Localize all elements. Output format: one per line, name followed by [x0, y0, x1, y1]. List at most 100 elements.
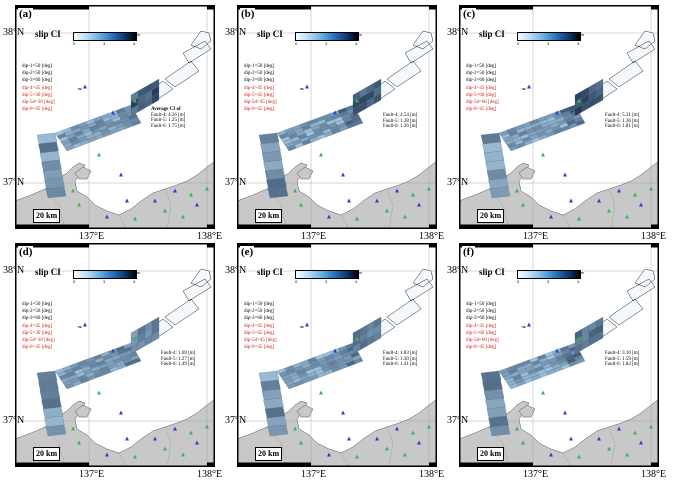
colorbar — [295, 32, 359, 41]
station-marker — [555, 110, 559, 115]
station-marker — [97, 390, 101, 395]
colorbar — [73, 32, 137, 41]
fault-slip-patches — [258, 78, 382, 199]
ci-line: Fault-5: 1.25 [m] — [151, 118, 186, 124]
station-marker — [97, 152, 101, 157]
dip-list: dip-1=50 [deg] dip-2=50 [deg] dip-3=60 [de… — [22, 301, 55, 351]
colorbar-title: slip CI — [35, 29, 61, 39]
ci-line: Fault-6: 1.81 [m] — [605, 124, 640, 130]
lat-label-top: 38°N — [3, 27, 25, 38]
dip-entry: dip-3=60 [deg] — [466, 78, 497, 84]
dip-entry: dip-6=45 [deg] — [466, 107, 497, 113]
dip-entry: dip-1=50 [deg] — [466, 64, 497, 69]
colorbar-tick: 4 — [133, 279, 136, 284]
station-marker — [347, 436, 351, 441]
ci-line: Fault-6: 1.82 [m] — [605, 362, 640, 368]
station-marker — [633, 430, 637, 435]
dip-entry: dip-4=45 [deg] — [466, 323, 497, 329]
ci-line: Fault-5: 1.36 [m] — [605, 118, 640, 124]
map-panel: (a) slip CI m 0 3 4 dip-1=50 [deg] dip-2=50 [de… — [3, 5, 222, 242]
scale-bar: 20 km — [477, 209, 505, 223]
map-panel: (c) slip CI m 0 3 4 dip-1=50 [deg] dip-2=50 [de… — [447, 5, 666, 242]
scale-bar: 20 km — [477, 447, 505, 461]
ci-line: Fault-4: 3.10 [m] — [605, 351, 640, 356]
dip-entry: dip-2=50 [deg] — [22, 309, 53, 315]
colorbar-tick: 0 — [517, 279, 520, 284]
ci-line: Fault-6: 1.49 [m] — [161, 362, 196, 368]
station-marker — [299, 440, 303, 445]
station-marker — [569, 436, 573, 441]
station-marker — [125, 198, 129, 203]
dip-entry: dip-6=45 [deg] — [244, 107, 275, 113]
colorbar-unit: m — [359, 32, 363, 37]
ci-summary: Fault-4: 1.69 [m] Fault-5: 1.27 [m] Fault-… — [161, 351, 196, 368]
map-panel: (d) slip CI m 0 3 4 dip-1=50 [deg] dip-2=50 [de… — [3, 243, 222, 480]
station-marker — [105, 214, 109, 219]
map-panel: (b) slip CI m 0 3 4 dip-1=50 [deg] dip-2=50 [de… — [225, 5, 444, 242]
ci-summary: Fault-4: 4.54 [m] Fault-5: 1.28 [m] Fault-… — [383, 113, 418, 130]
ci-line: Fault-6: 1.75 [m] — [151, 123, 186, 129]
map-panel: (e) slip CI m 0 3 4 dip-1=50 [deg] dip-2=50 [de… — [225, 243, 444, 480]
ci-line: Fault-5: 1.28 [m] — [383, 118, 418, 124]
dip-entry: dip-5=45 [deg] — [244, 330, 275, 336]
station-marker — [77, 202, 81, 207]
station-marker — [427, 424, 431, 429]
colorbar-tick: 4 — [577, 41, 580, 46]
station-marker — [555, 348, 559, 353]
dip-entry: dip-3=60 [deg] — [244, 316, 275, 322]
colorbar-tick: 0 — [295, 41, 298, 46]
dip-entry: dip-2=50 [deg] — [22, 71, 53, 77]
station-marker — [521, 440, 525, 445]
dip-list: dip-1=50 [deg] dip-2=50 [deg] dip-3=60 [de… — [466, 301, 499, 351]
station-marker — [395, 426, 399, 431]
station-marker — [319, 152, 323, 157]
dip-entry: dip-2=50 [deg] — [466, 71, 497, 77]
ci-line: Fault-4: 1.83 [m] — [383, 351, 418, 356]
fault-slip-patches — [480, 316, 604, 437]
station-marker — [385, 446, 389, 451]
colorbar-tick: 0 — [517, 41, 520, 46]
map-frame — [15, 5, 215, 229]
dip-entry: dip-3=60 [deg] — [466, 316, 497, 322]
panel-label: (f) — [462, 246, 475, 258]
station-marker — [189, 192, 193, 197]
station-marker — [617, 188, 621, 193]
dip-entry: dip-4=45 [deg] — [244, 323, 275, 329]
lon-label-left: 137°E — [523, 231, 549, 242]
station-marker — [625, 452, 629, 457]
colorbar-tick: 0 — [73, 41, 76, 46]
lat-label-bottom: 37°N — [3, 415, 25, 426]
colorbar-tick: 3 — [547, 279, 550, 284]
station-marker — [181, 214, 185, 219]
dip-entry: dip-3=60 [deg] — [22, 316, 53, 322]
station-marker — [577, 216, 581, 221]
map-frame — [459, 243, 659, 467]
station-marker — [355, 336, 359, 341]
station-marker — [577, 336, 581, 341]
map-canvas — [15, 243, 215, 467]
colorbar-tick: 4 — [133, 41, 136, 46]
fault-slip-patches — [36, 78, 160, 199]
station-marker — [527, 322, 531, 327]
dip-entry: dip-1=50 [deg] — [244, 64, 275, 69]
dip-entry: dip-4=45 [deg] — [244, 85, 275, 91]
lat-label-top: 38°N — [3, 265, 25, 276]
station-marker — [355, 216, 359, 221]
station-marker — [195, 202, 199, 207]
station-marker — [173, 426, 177, 431]
colorbar-tick: 3 — [325, 41, 328, 46]
station-marker — [577, 454, 581, 459]
ci-summary: Fault-4: 1.83 [m] Fault-5: 1.30 [m] Fault-… — [383, 351, 418, 368]
station-marker — [327, 452, 331, 457]
colorbar-unit: m — [137, 270, 141, 275]
lat-label-bottom: 37°N — [225, 415, 247, 426]
lat-label-top: 38°N — [225, 265, 247, 276]
station-marker — [563, 410, 567, 415]
station-marker — [417, 202, 421, 207]
station-marker — [333, 348, 337, 353]
station-marker — [549, 452, 553, 457]
station-marker — [125, 436, 129, 441]
scale-bar: 20 km — [33, 209, 61, 223]
station-marker — [521, 202, 525, 207]
ci-title: Average CI of — [151, 107, 181, 112]
